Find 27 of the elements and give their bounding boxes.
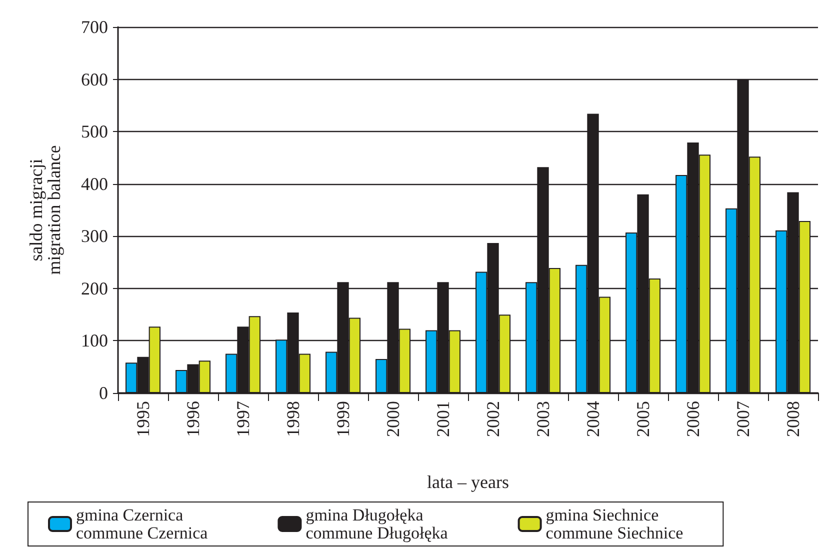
x-tick-label: 2001 [433, 401, 453, 437]
x-tick-label: 1999 [333, 401, 353, 437]
legend-label: gmina Siechnice commune Siechnice [546, 506, 684, 542]
x-tick-label: 2008 [783, 401, 803, 437]
x-tick-label: 2006 [683, 401, 703, 437]
y-tick-label: 700 [81, 17, 108, 37]
x-axis-title: lata – years [427, 472, 509, 492]
x-tick-label: 2000 [383, 401, 403, 437]
legend-label: gmina Czernica commune Czernica [76, 506, 208, 542]
y-tick-label: 400 [81, 174, 108, 194]
y-tick-label: 600 [81, 69, 108, 90]
x-tick-label: 1995 [133, 401, 153, 437]
x-tick-label: 2007 [733, 401, 753, 437]
legend-label: gmina Długołęka commune Długołęka [306, 506, 448, 542]
y-tick-label: 100 [81, 330, 108, 351]
x-tick-label: 1997 [233, 401, 253, 437]
x-tick-label: 1998 [283, 401, 303, 437]
y-tick-label: 500 [81, 122, 108, 142]
y-tick-label: 300 [81, 226, 108, 246]
y-axis-title: saldo migracji migration balance [26, 145, 64, 275]
y-tick-label: 200 [81, 278, 108, 298]
y-tick-label: 0 [99, 383, 108, 403]
x-tick-label: 1996 [183, 401, 203, 437]
x-tick-label: 2005 [633, 401, 653, 437]
x-tick-label: 2003 [533, 401, 553, 437]
x-tick-label: 2004 [583, 401, 603, 437]
x-tick-label: 2002 [483, 401, 503, 437]
